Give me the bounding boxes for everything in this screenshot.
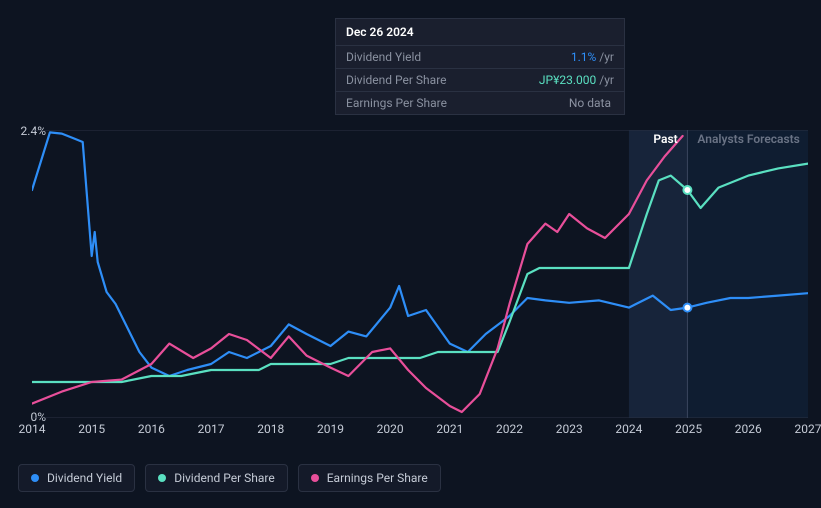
x-tick: 2021 [436, 422, 463, 436]
tooltip-unit: /yr [599, 73, 614, 87]
legend-label: Dividend Yield [47, 471, 122, 485]
x-tick: 2014 [19, 422, 46, 436]
legend-item[interactable]: Dividend Per Share [145, 464, 288, 492]
legend: Dividend Yield Dividend Per Share Earnings… [18, 464, 441, 492]
x-tick: 2022 [496, 422, 523, 436]
tooltip-label: Earnings Per Share [346, 96, 569, 110]
x-axis-ticks: 2014 2015 2016 2017 2018 2019 2020 2021 2022 2023… [18, 422, 808, 440]
x-tick: 2017 [198, 422, 225, 436]
x-tick: 2024 [615, 422, 642, 436]
x-tick: 2018 [257, 422, 284, 436]
legend-item[interactable]: Dividend Yield [18, 464, 135, 492]
x-tick: 2016 [138, 422, 165, 436]
plot[interactable] [32, 130, 808, 418]
chart-tooltip: Dec 26 2024 Dividend Yield1.1%/yrDividen… [335, 18, 625, 115]
x-tick: 2026 [735, 422, 762, 436]
tooltip-row: Dividend Per ShareJP¥23.000/yr [336, 69, 624, 92]
tooltip-label: Dividend Per Share [346, 73, 539, 87]
legend-dot [311, 474, 319, 482]
x-tick: 2015 [78, 422, 105, 436]
x-tick: 2019 [317, 422, 344, 436]
legend-label: Earnings Per Share [327, 471, 428, 485]
tooltip-unit: /yr [599, 50, 614, 64]
legend-label: Dividend Per Share [174, 471, 275, 485]
x-tick: 2027 [795, 422, 821, 436]
forecast-region-label: Analysts Forecasts [697, 132, 799, 146]
x-tick: 2020 [377, 422, 404, 436]
x-tick: 2023 [556, 422, 583, 436]
legend-dot [158, 474, 166, 482]
tooltip-value: 1.1% [571, 50, 596, 64]
tooltip-date: Dec 26 2024 [336, 19, 624, 46]
x-tick: 2025 [675, 422, 702, 436]
tooltip-label: Dividend Yield [346, 50, 571, 64]
tooltip-row: Dividend Yield1.1%/yr [336, 46, 624, 69]
tooltip-row: Earnings Per ShareNo data [336, 92, 624, 114]
legend-dot [31, 474, 39, 482]
tooltip-value: No data [569, 96, 611, 110]
chart-area: 2.4% 0% Past Analysts Forecasts [18, 108, 808, 448]
tooltip-value: JP¥23.000 [539, 73, 596, 87]
past-region-label: Past [653, 132, 677, 146]
legend-item[interactable]: Earnings Per Share [298, 464, 441, 492]
